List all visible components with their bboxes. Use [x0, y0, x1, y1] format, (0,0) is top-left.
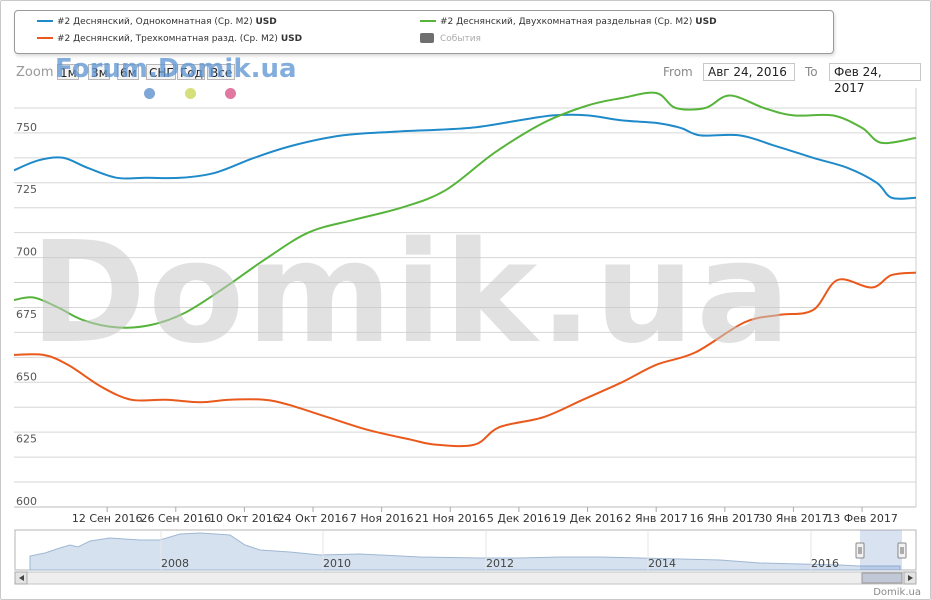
- zoom-label: Zoom: [16, 65, 54, 80]
- x-tick-label: 7 Ноя 2016: [350, 512, 414, 525]
- scrollbar-thumb[interactable]: [861, 572, 903, 584]
- event-marker[interactable]: [144, 88, 155, 99]
- y-tick-label: 750: [16, 121, 37, 134]
- y-tick-label: 725: [16, 183, 37, 196]
- legend-unit: USD: [280, 34, 303, 44]
- legend: #2 Деснянский, Однокомнатная (Ср. М2) US…: [14, 10, 834, 54]
- event-marker[interactable]: [185, 88, 196, 99]
- zoom-3m-button[interactable]: 3м: [88, 64, 110, 80]
- to-date-input[interactable]: Фев 24, 2017: [829, 63, 921, 95]
- to-label: To: [805, 65, 818, 79]
- zoom-6m-button[interactable]: 6м: [117, 64, 139, 80]
- legend-unit: USD: [255, 17, 277, 27]
- navigator-area: [29, 532, 901, 571]
- forum-watermark: Forum.Domik.ua: [55, 54, 297, 84]
- event-marker[interactable]: [225, 88, 236, 99]
- y-tick-label: 625: [16, 433, 37, 446]
- from-label: From: [663, 65, 693, 79]
- zoom-1m-button[interactable]: 1м: [57, 64, 79, 80]
- y-tick-label: 650: [16, 370, 37, 383]
- from-date-input[interactable]: Авг 24, 2016: [703, 63, 795, 81]
- legend-label: События: [440, 34, 481, 44]
- scrollbar-track: [14, 571, 917, 585]
- legend-unit: USD: [695, 17, 717, 27]
- y-tick-label: 600: [16, 495, 37, 508]
- x-tick-label: 19 Дек 2016: [552, 512, 623, 525]
- legend-item-two-room[interactable]: #2 Деснянский, Двухкомнатная раздельная …: [420, 16, 717, 28]
- big-watermark: Domik.ua: [30, 212, 793, 375]
- navigator-year-label: 2016: [811, 557, 839, 570]
- legend-label: #2 Деснянский, Трехкомнатная разд. (Ср. …: [57, 34, 278, 44]
- series-line-two-room: [13, 91, 917, 329]
- navigator-handle[interactable]: [897, 542, 907, 559]
- series-line-one-room: [13, 113, 917, 200]
- zoom-1y-button[interactable]: Год: [177, 64, 205, 80]
- legend-swatch: [37, 19, 53, 22]
- y-tick-label: 700: [16, 246, 37, 259]
- legend-item-three-room[interactable]: #2 Деснянский, Трехкомнатная разд. (Ср. …: [37, 33, 302, 45]
- x-tick-label: 10 Окт 2016: [209, 512, 280, 525]
- legend-swatch: [420, 19, 436, 22]
- navigator-year-label: 2010: [323, 557, 351, 570]
- zoom-all-button[interactable]: Все: [207, 64, 235, 80]
- x-tick-label: 24 Окт 2016: [278, 512, 349, 525]
- navigator-year-label: 2014: [648, 557, 676, 570]
- credit-link[interactable]: Domik.ua: [873, 587, 921, 598]
- legend-label: #2 Деснянский, Однокомнатная (Ср. М2): [57, 17, 253, 27]
- legend-label: #2 Деснянский, Двухкомнатная раздельная …: [440, 17, 693, 27]
- zoom-ytd-button[interactable]: СНГ: [146, 64, 176, 80]
- navigator-year-label: 2008: [161, 557, 189, 570]
- x-tick-label: 30 Янв 2017: [758, 512, 828, 525]
- arrow-left-icon: [19, 575, 24, 581]
- x-tick-label: 21 Ноя 2016: [415, 512, 486, 525]
- series-line-three-room: [13, 271, 917, 448]
- arrow-right-icon: [908, 575, 913, 581]
- legend-events-swatch: [420, 32, 434, 43]
- legend-item-events[interactable]: События: [420, 32, 481, 45]
- x-tick-label: 12 Сен 2016: [72, 512, 143, 525]
- navigator-selection: [860, 530, 902, 570]
- x-tick-label: 13 Фев 2017: [826, 512, 898, 525]
- legend-swatch: [37, 36, 53, 39]
- x-tick-label: 5 Дек 2016: [487, 512, 551, 525]
- y-tick-label: 675: [16, 308, 37, 321]
- legend-item-one-room[interactable]: #2 Деснянский, Однокомнатная (Ср. М2) US…: [37, 16, 277, 28]
- x-tick-label: 26 Сен 2016: [140, 512, 211, 525]
- x-tick-label: 16 Янв 2017: [690, 512, 760, 525]
- x-tick-label: 2 Янв 2017: [625, 512, 688, 525]
- navigator-handle[interactable]: [855, 542, 865, 559]
- navigator-year-label: 2012: [486, 557, 514, 570]
